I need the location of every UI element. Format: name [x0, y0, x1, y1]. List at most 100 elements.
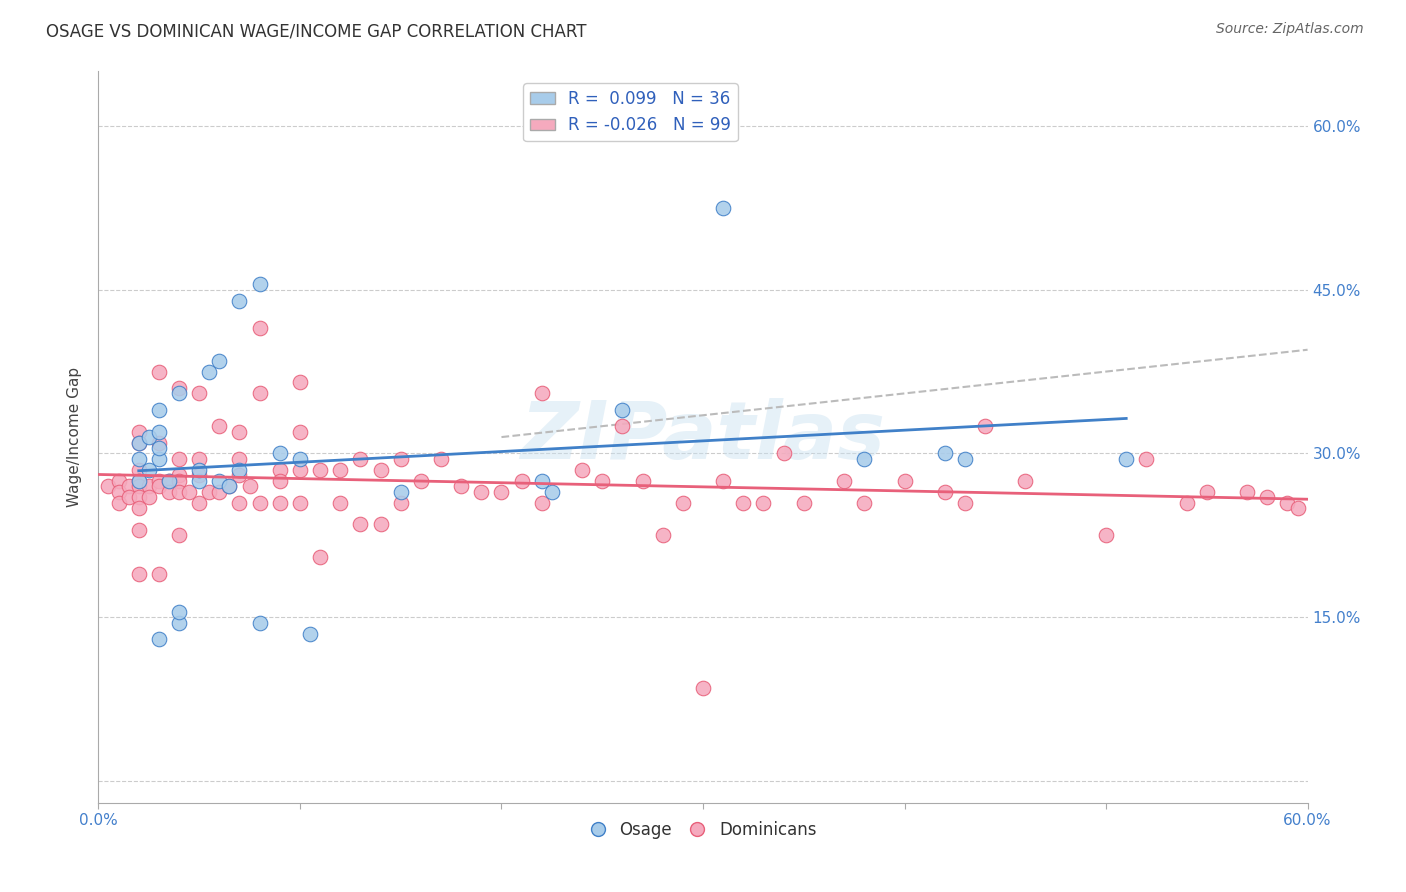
Point	[128, 490, 150, 504]
Point	[288, 451, 311, 466]
Point	[1236, 484, 1258, 499]
Point	[1135, 451, 1157, 466]
Point	[540, 484, 562, 499]
Point	[329, 463, 352, 477]
Point	[269, 474, 291, 488]
Point	[409, 474, 432, 488]
Point	[97, 479, 120, 493]
Point	[269, 495, 291, 509]
Point	[188, 386, 211, 401]
Point	[1195, 484, 1218, 499]
Point	[128, 501, 150, 516]
Point	[228, 293, 250, 308]
Point	[249, 277, 271, 292]
Point	[228, 463, 250, 477]
Point	[510, 474, 533, 488]
Point	[1014, 474, 1036, 488]
Point	[148, 402, 170, 417]
Point	[1175, 495, 1198, 509]
Point	[349, 517, 371, 532]
Point	[571, 463, 593, 477]
Point	[167, 451, 190, 466]
Point	[148, 479, 170, 493]
Point	[167, 381, 190, 395]
Point	[148, 451, 170, 466]
Point	[711, 474, 734, 488]
Point	[299, 626, 322, 640]
Point	[148, 441, 170, 455]
Point	[1095, 528, 1118, 542]
Point	[1286, 501, 1309, 516]
Point	[239, 479, 262, 493]
Point	[612, 419, 634, 434]
Point	[1256, 490, 1278, 504]
Point	[470, 484, 492, 499]
Point	[370, 517, 392, 532]
Point	[218, 479, 240, 493]
Point	[974, 419, 997, 434]
Point	[370, 463, 392, 477]
Point	[138, 490, 160, 504]
Point	[148, 365, 170, 379]
Point	[157, 474, 180, 488]
Point	[188, 463, 211, 477]
Point	[309, 463, 332, 477]
Point	[128, 425, 150, 439]
Point	[249, 321, 271, 335]
Point	[148, 566, 170, 581]
Point	[389, 484, 412, 499]
Point	[793, 495, 815, 509]
Point	[188, 451, 211, 466]
Point	[832, 474, 855, 488]
Text: OSAGE VS DOMINICAN WAGE/INCOME GAP CORRELATION CHART: OSAGE VS DOMINICAN WAGE/INCOME GAP CORRE…	[46, 22, 586, 40]
Point	[651, 528, 673, 542]
Point	[138, 463, 160, 477]
Point	[208, 353, 231, 368]
Point	[530, 495, 553, 509]
Point	[148, 632, 170, 646]
Point	[118, 479, 141, 493]
Point	[853, 451, 876, 466]
Point	[692, 681, 714, 695]
Point	[329, 495, 352, 509]
Point	[530, 386, 553, 401]
Point	[188, 468, 211, 483]
Point	[138, 479, 160, 493]
Point	[249, 495, 271, 509]
Point	[167, 484, 190, 499]
Point	[167, 474, 190, 488]
Point	[148, 474, 170, 488]
Point	[288, 463, 311, 477]
Point	[893, 474, 915, 488]
Point	[167, 615, 190, 630]
Point	[772, 446, 794, 460]
Point	[953, 451, 976, 466]
Point	[530, 474, 553, 488]
Point	[228, 451, 250, 466]
Y-axis label: Wage/Income Gap: Wage/Income Gap	[67, 367, 83, 508]
Point	[208, 419, 231, 434]
Point	[309, 550, 332, 565]
Point	[269, 463, 291, 477]
Point	[128, 474, 150, 488]
Point	[188, 495, 211, 509]
Point	[128, 451, 150, 466]
Point	[349, 451, 371, 466]
Point	[157, 474, 180, 488]
Point	[118, 490, 141, 504]
Point	[179, 484, 201, 499]
Point	[733, 495, 755, 509]
Point	[288, 425, 311, 439]
Point	[167, 528, 190, 542]
Point	[953, 495, 976, 509]
Point	[591, 474, 613, 488]
Point	[128, 479, 150, 493]
Point	[167, 386, 190, 401]
Point	[208, 484, 231, 499]
Point	[157, 484, 180, 499]
Legend: Osage, Dominicans: Osage, Dominicans	[583, 814, 823, 846]
Point	[128, 474, 150, 488]
Point	[450, 479, 472, 493]
Point	[128, 523, 150, 537]
Point	[148, 435, 170, 450]
